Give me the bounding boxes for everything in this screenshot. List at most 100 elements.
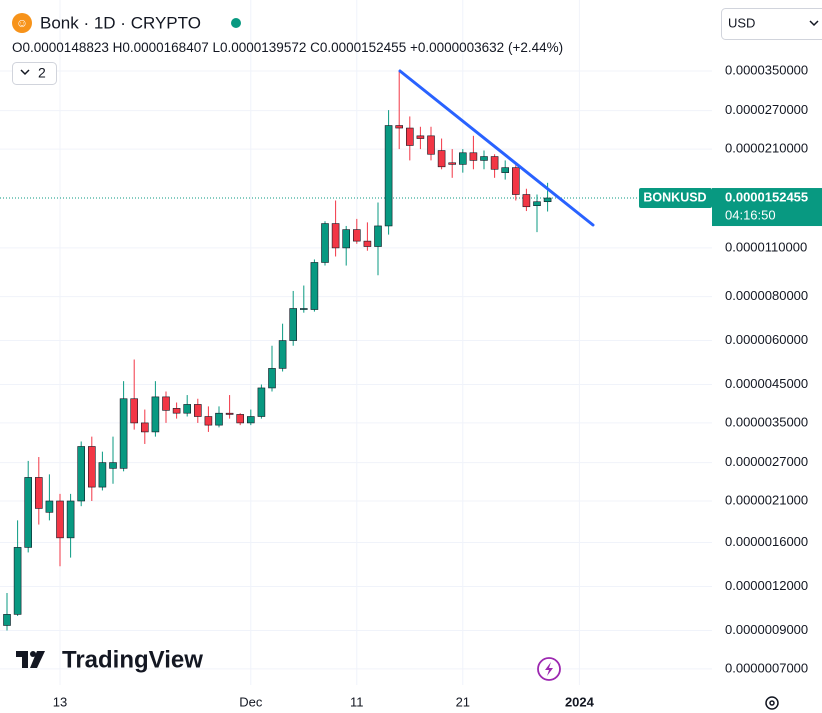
candle-body bbox=[98, 462, 107, 488]
symbol-logo-mark: ☺ bbox=[16, 16, 28, 30]
change-percent: (+2.44%) bbox=[508, 40, 563, 55]
candle-body bbox=[480, 156, 488, 161]
candle-body bbox=[236, 414, 244, 424]
x-tick-label: 21 bbox=[456, 694, 470, 709]
candle-body bbox=[490, 156, 499, 170]
y-tick-label: 0.0000210000 bbox=[725, 141, 808, 156]
y-tick-label: 0.0000021000 bbox=[725, 492, 808, 507]
candle-body bbox=[405, 127, 414, 146]
candle-body bbox=[56, 500, 64, 539]
chevron-icon bbox=[20, 69, 30, 76]
candle-body bbox=[257, 387, 266, 417]
candle-body bbox=[45, 500, 54, 513]
gear-hub bbox=[769, 700, 775, 706]
symbol-tag-label: BONKUSD bbox=[643, 190, 706, 204]
market-status bbox=[231, 18, 241, 28]
symbol-title[interactable]: Bonk · 1D · CRYPTO bbox=[40, 13, 201, 32]
candle-body bbox=[342, 229, 351, 249]
chevron-icon bbox=[809, 20, 819, 27]
brand-name: TradingView bbox=[62, 646, 203, 673]
y-tick-label: 0.0000350000 bbox=[725, 62, 808, 77]
y-tick-label: 0.0000007000 bbox=[725, 660, 808, 675]
trendline[interactable] bbox=[398, 69, 595, 227]
indicator-count: 2 bbox=[38, 65, 46, 81]
price-tag-value: 0.0000152455 bbox=[725, 189, 808, 204]
candle-body bbox=[374, 225, 382, 247]
ohlc-letter: H bbox=[113, 40, 123, 55]
y-tick-label: 0.0000035000 bbox=[725, 414, 808, 429]
candle-body bbox=[395, 125, 404, 129]
candle-body bbox=[162, 396, 170, 411]
y-tick-label: 0.0000080000 bbox=[725, 288, 808, 303]
ohlc-letter: C bbox=[310, 40, 320, 55]
price-tag-countdown: 04:16:50 bbox=[725, 207, 776, 222]
y-tick-label: 0.0000045000 bbox=[725, 376, 808, 391]
candle-body bbox=[3, 614, 11, 626]
candle-body bbox=[511, 167, 520, 195]
currency-label: USD bbox=[728, 15, 755, 30]
candle-body bbox=[299, 308, 308, 310]
currency-select[interactable] bbox=[721, 8, 822, 40]
candle-body bbox=[268, 368, 276, 389]
x-tick-label: 2024 bbox=[565, 694, 595, 709]
candle-body bbox=[501, 167, 510, 173]
candle-body bbox=[130, 398, 138, 424]
logo-shape bbox=[16, 651, 28, 668]
y-tick-label: 0.0000009000 bbox=[725, 622, 808, 637]
candle-body bbox=[77, 446, 85, 502]
candle-body bbox=[469, 152, 478, 161]
ohlc-letter: O bbox=[12, 40, 23, 55]
y-tick-label: 0.0000060000 bbox=[725, 332, 808, 347]
candle-body bbox=[194, 404, 202, 417]
candle-body bbox=[352, 229, 361, 242]
candle-body bbox=[448, 162, 457, 165]
price-tag bbox=[712, 188, 822, 227]
logo-shape bbox=[30, 651, 36, 657]
ohlc-value: 0.0000152455 bbox=[320, 40, 406, 55]
candle-body bbox=[24, 477, 33, 548]
candle-body bbox=[215, 412, 223, 426]
y-tick-label: 0.0000270000 bbox=[725, 102, 808, 117]
y-tick-label: 0.0000012000 bbox=[725, 578, 808, 593]
candle-body bbox=[278, 340, 287, 369]
ohlc-letter: L bbox=[212, 40, 220, 55]
candle-body bbox=[522, 194, 531, 208]
ohlc-value: 0.0000148823 bbox=[23, 40, 109, 55]
settings-icon[interactable] bbox=[765, 696, 779, 710]
candle-body bbox=[13, 547, 22, 615]
candle-body bbox=[416, 135, 425, 139]
candle-body bbox=[119, 398, 128, 469]
lightning-icon bbox=[545, 662, 553, 676]
x-tick-label: 13 bbox=[53, 694, 67, 709]
indicator-toggle[interactable] bbox=[12, 62, 57, 85]
change: +0.0000003632 bbox=[410, 40, 504, 55]
gear-ring bbox=[765, 696, 779, 710]
brand-logo[interactable]: TradingView bbox=[16, 646, 203, 673]
x-tick-label: 11 bbox=[350, 694, 364, 709]
y-tick-label: 0.0000016000 bbox=[725, 534, 808, 549]
logo-shape bbox=[30, 651, 45, 668]
candle-body bbox=[247, 416, 255, 424]
candle-body bbox=[321, 223, 329, 263]
y-tick-label: 0.0000110000 bbox=[725, 239, 807, 254]
candle-body bbox=[458, 152, 467, 165]
ohlc-legend: O0.0000148823 H0.0000168407 L0.000013957… bbox=[12, 40, 563, 55]
symbol-logo bbox=[12, 13, 32, 33]
candle-body bbox=[363, 240, 372, 247]
ohlc-value: 0.0000139572 bbox=[220, 40, 306, 55]
candle-body bbox=[533, 201, 541, 206]
ohlc-value: 0.0000168407 bbox=[122, 40, 208, 55]
candle-body bbox=[310, 262, 319, 310]
candle-body bbox=[151, 396, 160, 433]
candle-body bbox=[289, 308, 298, 341]
candle-body bbox=[204, 416, 213, 426]
candle-body bbox=[34, 477, 43, 509]
candle-body bbox=[88, 446, 96, 488]
candle-body bbox=[109, 462, 117, 469]
candle-body bbox=[384, 125, 393, 227]
candle-body bbox=[543, 197, 552, 203]
candle-body bbox=[66, 500, 75, 539]
candle-body bbox=[141, 422, 149, 433]
candle-body bbox=[183, 404, 191, 414]
